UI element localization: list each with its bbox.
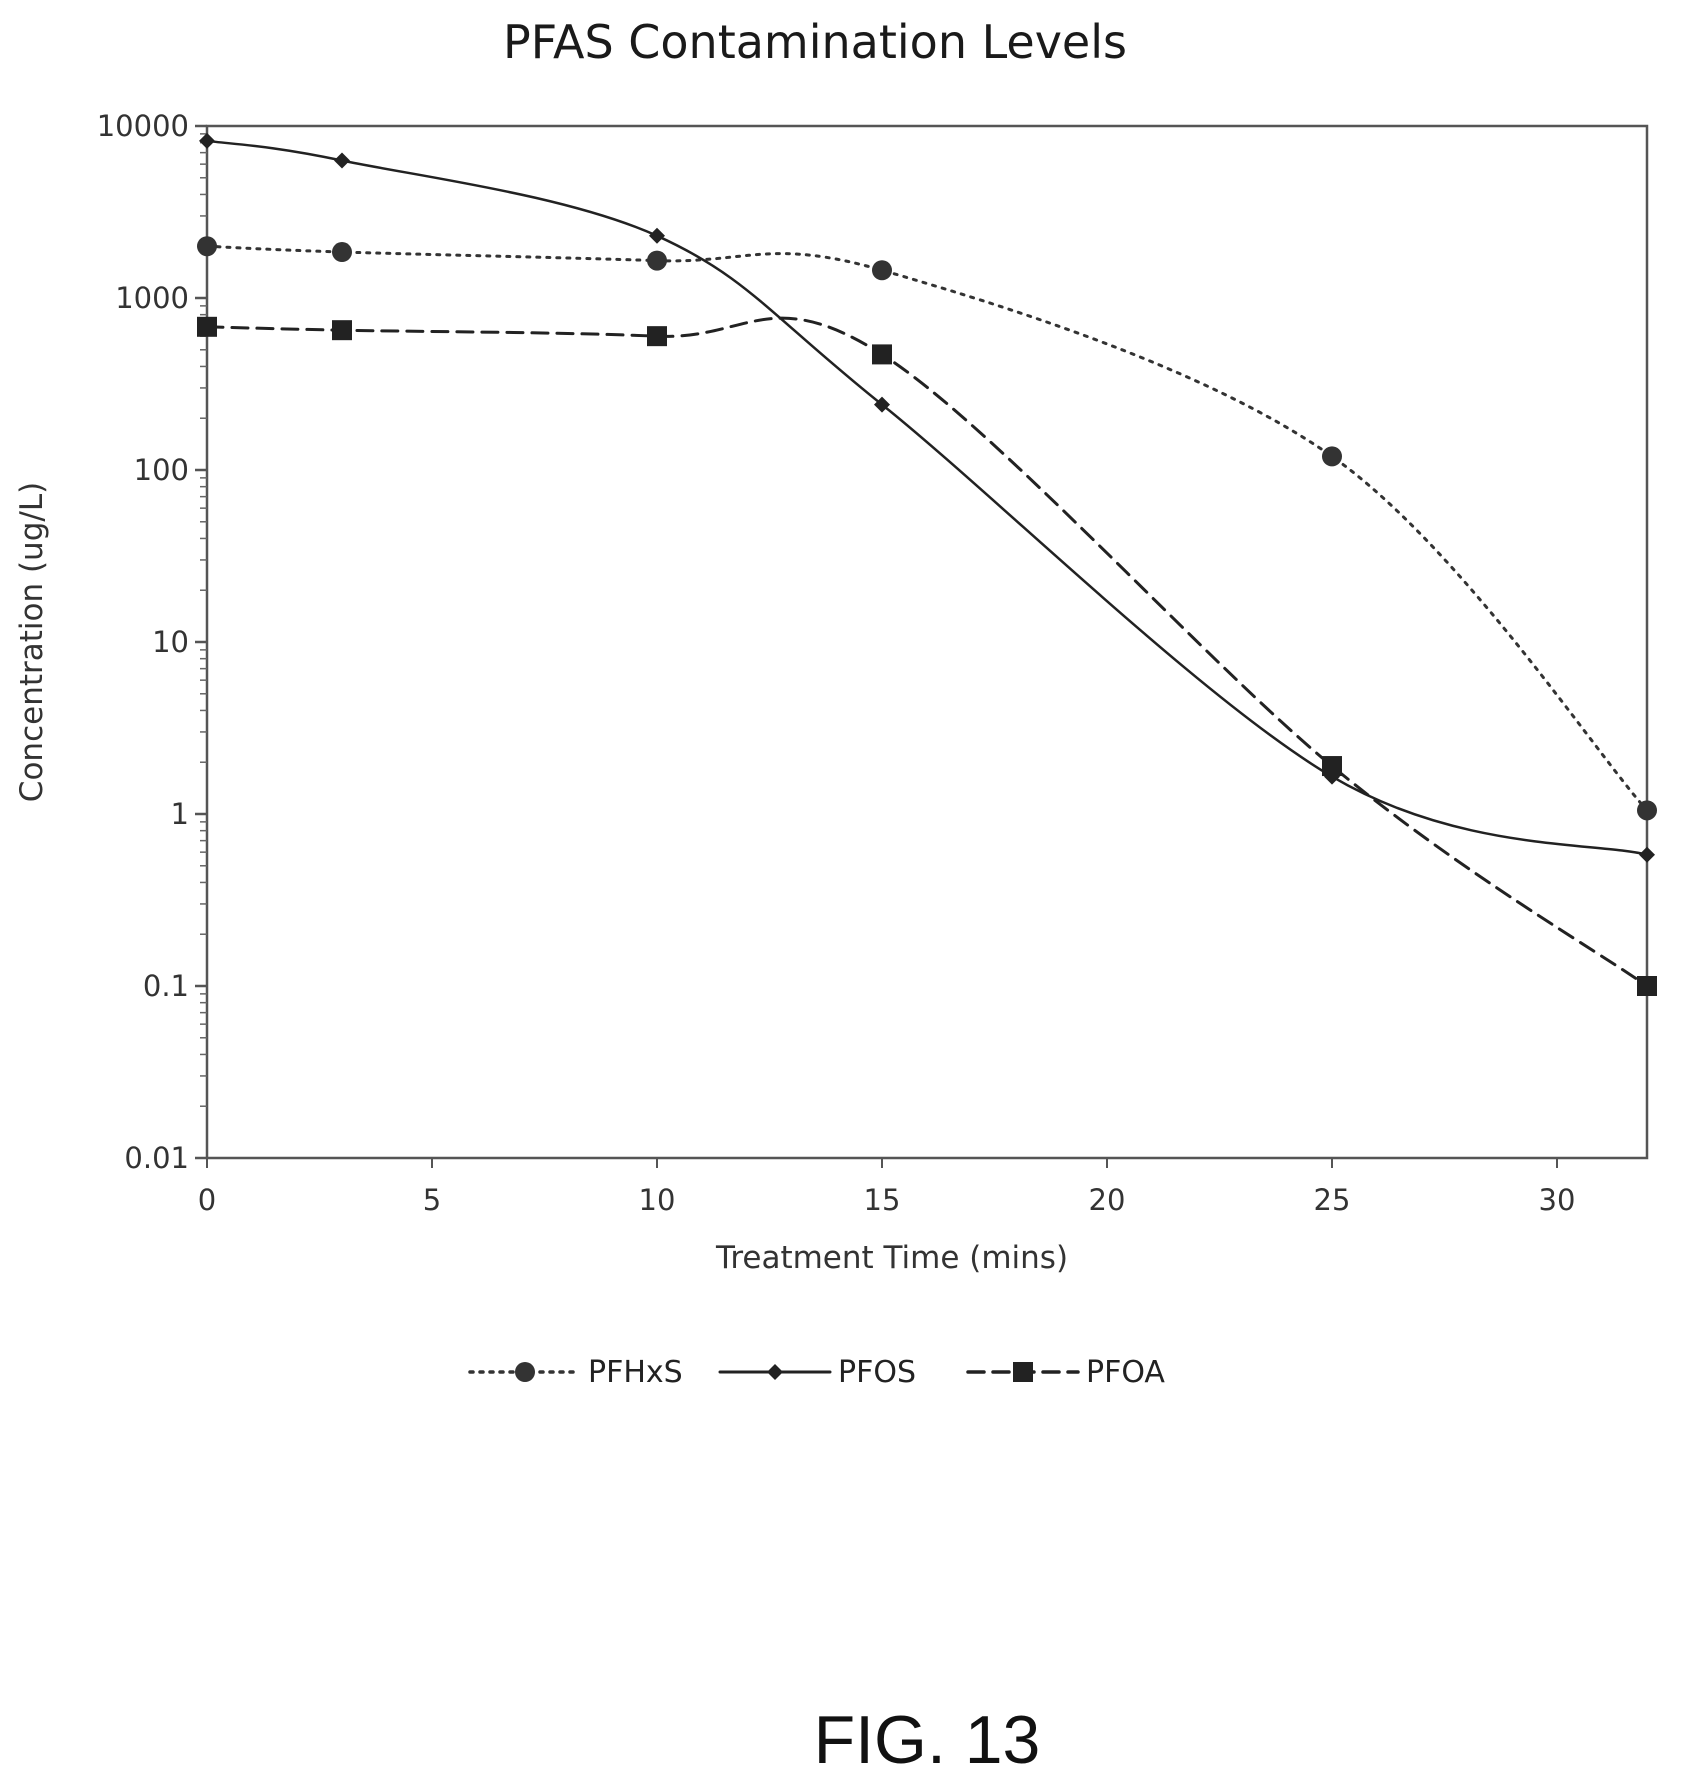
x-axis: 0 5 10 15 20 25 30 — [198, 1158, 1576, 1217]
y-axis-title: Concentration (ug/L) — [14, 482, 50, 802]
pfoa-point — [1322, 756, 1342, 777]
y-tick-label: 0.1 — [143, 969, 189, 1003]
y-tick-label: 100 — [134, 453, 189, 487]
pfhxs-point — [872, 260, 892, 281]
pfoa-point — [872, 344, 892, 365]
y-tick-label: 0.01 — [124, 1141, 189, 1175]
pfoa-point — [332, 320, 352, 341]
series-pfhxs — [197, 236, 1657, 821]
legend-label: PFOA — [1086, 1355, 1165, 1390]
x-tick-label: 15 — [864, 1183, 901, 1217]
x-tick-label: 20 — [1089, 1183, 1126, 1217]
pfoa-line — [205, 316, 1649, 988]
legend: PFHxS PFOS PFOA — [468, 1355, 1165, 1390]
pfoa-point — [197, 316, 217, 337]
legend-item-pfoa: PFOA — [966, 1355, 1165, 1390]
pfos-point — [649, 227, 665, 244]
pfhxs-point — [647, 250, 667, 271]
legend-item-pfhxs: PFHxS — [468, 1355, 683, 1390]
y-tick-label: 1000 — [115, 281, 189, 315]
series-pfoa — [197, 316, 1657, 996]
x-tick-label: 25 — [1314, 1183, 1351, 1217]
legend-pfos-point — [767, 1364, 783, 1380]
pfoa-point — [1637, 976, 1657, 996]
pfhxs-line — [205, 244, 1649, 812]
y-axis: 0.01 0.1 1 10 100 1000 10000 — [97, 109, 207, 1175]
y-tick-label: 10 — [152, 625, 189, 659]
pfos-line — [205, 139, 1649, 856]
plot-border — [205, 124, 1649, 1160]
plot-area — [205, 124, 1649, 1160]
series-pfos — [199, 132, 1655, 863]
pfhxs-point — [1322, 446, 1342, 467]
pfhxs-point — [197, 236, 217, 257]
chart-title: PFAS Contamination Levels — [503, 15, 1127, 69]
figure-label: FIG. 13 — [814, 1702, 1041, 1778]
legend-item-pfos: PFOS — [718, 1355, 916, 1390]
x-tick-label: 5 — [423, 1183, 441, 1217]
y-tick-label: 1 — [171, 797, 189, 831]
x-axis-title: Treatment Time (mins) — [715, 1240, 1068, 1276]
x-tick-label: 30 — [1539, 1183, 1576, 1217]
pfhxs-point — [1637, 800, 1657, 821]
legend-label: PFHxS — [588, 1355, 683, 1390]
legend-pfhxs-point — [515, 1362, 535, 1382]
pfhxs-point — [332, 242, 352, 263]
pfos-point — [334, 152, 350, 169]
x-tick-label: 10 — [639, 1183, 676, 1217]
x-tick-label: 0 — [198, 1183, 216, 1217]
legend-pfoa-point — [1013, 1362, 1033, 1382]
y-tick-label: 10000 — [97, 109, 189, 143]
series-layer — [197, 132, 1657, 996]
pfos-point — [199, 132, 215, 149]
pfoa-point — [647, 326, 667, 347]
pfos-point — [1639, 846, 1655, 863]
pfos-point — [874, 396, 890, 413]
legend-label: PFOS — [838, 1355, 916, 1390]
